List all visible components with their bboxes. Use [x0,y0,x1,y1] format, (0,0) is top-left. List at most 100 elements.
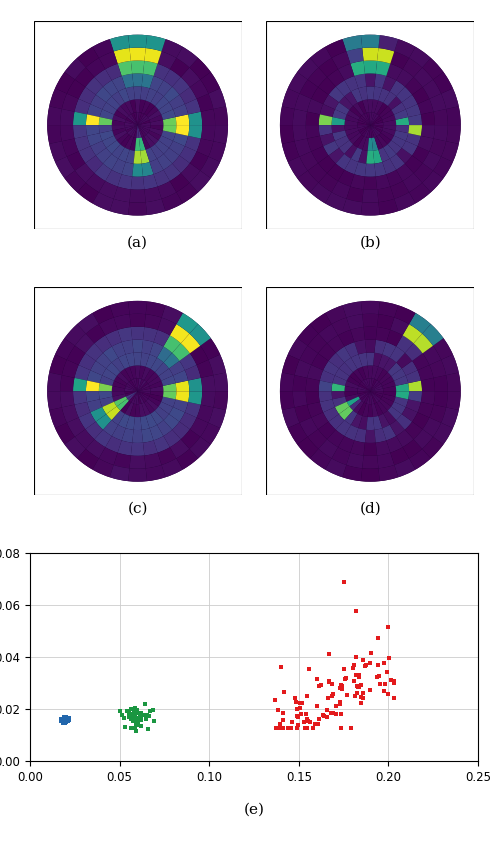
Wedge shape [306,112,320,125]
Wedge shape [338,170,355,186]
Point [294,719,302,733]
Wedge shape [308,429,327,449]
Wedge shape [77,183,99,203]
Wedge shape [373,416,382,430]
Wedge shape [396,87,412,102]
Wedge shape [137,392,146,403]
Point [272,721,280,734]
Wedge shape [173,371,188,383]
Wedge shape [365,163,375,177]
Wedge shape [129,392,137,403]
Wedge shape [297,437,319,459]
Wedge shape [79,146,96,163]
Wedge shape [311,412,329,429]
Point [355,668,363,682]
Wedge shape [129,137,136,151]
Wedge shape [362,190,378,202]
Point [301,721,309,734]
Wedge shape [149,394,163,402]
Wedge shape [124,136,133,150]
Wedge shape [161,305,183,324]
Wedge shape [67,151,85,171]
Wedge shape [208,408,226,428]
Wedge shape [163,383,176,392]
Point [382,665,390,678]
Wedge shape [423,346,441,365]
Point [333,707,341,721]
Wedge shape [131,61,144,74]
Wedge shape [297,171,319,192]
Point [353,679,361,693]
Wedge shape [161,130,175,141]
Wedge shape [375,327,390,342]
Wedge shape [371,392,379,403]
Wedge shape [158,402,173,414]
Wedge shape [371,392,383,394]
Wedge shape [60,375,75,392]
Wedge shape [181,429,200,449]
Wedge shape [374,136,383,150]
Wedge shape [157,181,176,199]
Point [367,645,374,659]
Wedge shape [127,382,137,392]
Wedge shape [185,136,201,151]
Wedge shape [288,338,308,360]
Wedge shape [329,87,345,102]
Wedge shape [319,173,338,192]
Wedge shape [86,392,100,402]
Wedge shape [96,148,112,163]
Wedge shape [421,378,435,392]
Point [133,717,141,730]
Wedge shape [75,402,91,418]
Wedge shape [351,147,363,162]
Wedge shape [347,453,364,469]
Point [284,721,292,734]
Point [133,714,141,728]
Wedge shape [345,159,359,174]
Wedge shape [390,181,409,199]
Wedge shape [308,163,327,183]
Wedge shape [137,116,148,125]
Wedge shape [378,465,398,481]
Wedge shape [371,380,379,392]
Point [131,717,139,731]
Point [373,670,381,684]
Point [276,721,284,734]
Wedge shape [360,392,371,401]
Wedge shape [353,401,364,414]
Wedge shape [294,94,311,112]
Wedge shape [197,404,214,423]
Wedge shape [67,418,85,437]
Wedge shape [158,369,173,381]
Wedge shape [390,317,409,335]
Wedge shape [288,72,308,94]
Wedge shape [377,369,387,382]
Wedge shape [282,354,300,375]
Wedge shape [99,448,118,465]
Wedge shape [394,459,415,477]
Wedge shape [323,407,339,421]
Wedge shape [405,343,423,361]
Wedge shape [307,365,323,381]
Wedge shape [137,125,148,135]
Point [143,708,151,722]
Wedge shape [144,102,155,116]
Wedge shape [131,113,137,125]
Wedge shape [190,346,208,365]
Wedge shape [75,429,95,449]
Wedge shape [367,125,371,138]
Point [127,712,135,726]
Point [303,712,311,726]
Wedge shape [181,163,200,183]
Wedge shape [343,36,362,52]
Point [355,679,363,693]
Wedge shape [332,52,351,69]
Wedge shape [161,459,183,477]
Point [325,647,333,661]
Wedge shape [112,76,125,91]
Wedge shape [106,330,122,347]
Point [274,703,282,717]
Wedge shape [106,436,122,453]
Wedge shape [137,380,146,392]
Wedge shape [386,63,402,80]
